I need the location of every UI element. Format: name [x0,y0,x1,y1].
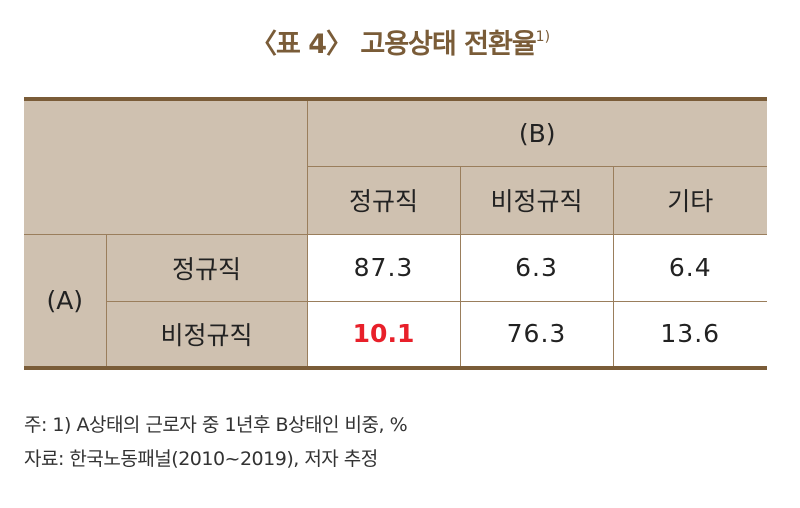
transition-rate-table: (B) 정규직 비정규직 기타 (A) 정규직 87.3 6.3 6.4 비정규… [24,97,767,370]
col-header-nonregular: 비정규직 [459,165,614,235]
corner-cell [24,98,308,235]
table-row: (A) 정규직 87.3 6.3 6.4 [24,233,767,369]
col-group-header: (B) [306,98,767,167]
cell-value: 6.3 [459,233,614,302]
row-header-regular: 정규직 [105,233,308,302]
table-title-text: 〈표 4〉 고용상태 전환율 [249,29,537,60]
cell-value: 6.4 [612,233,767,302]
footnote: 주: 1) A상태의 근로자 중 1년후 B상태인 비중, % [24,414,408,436]
col-header-other: 기타 [612,165,767,235]
row-header-nonregular: 비정규직 [106,300,308,369]
table-notes: 주: 1) A상태의 근로자 중 1년후 B상태인 비중, % 자료: 한국노동… [24,408,408,476]
table-row: 비정규직 10.1 76.3 13.6 [24,300,767,369]
cell-value: 76.3 [459,300,614,369]
row-group-header: (A) [24,233,107,369]
cell-value-highlighted: 10.1 [306,300,461,369]
col-header-regular: 정규직 [307,165,461,235]
table-title: 〈표 4〉 고용상태 전환율1) [0,22,800,61]
cell-value: 13.6 [612,300,767,369]
title-footnote-mark: 1) [535,29,551,45]
cell-value: 87.3 [306,233,461,302]
source-note: 자료: 한국노동패널(2010~2019), 저자 추정 [24,448,378,470]
